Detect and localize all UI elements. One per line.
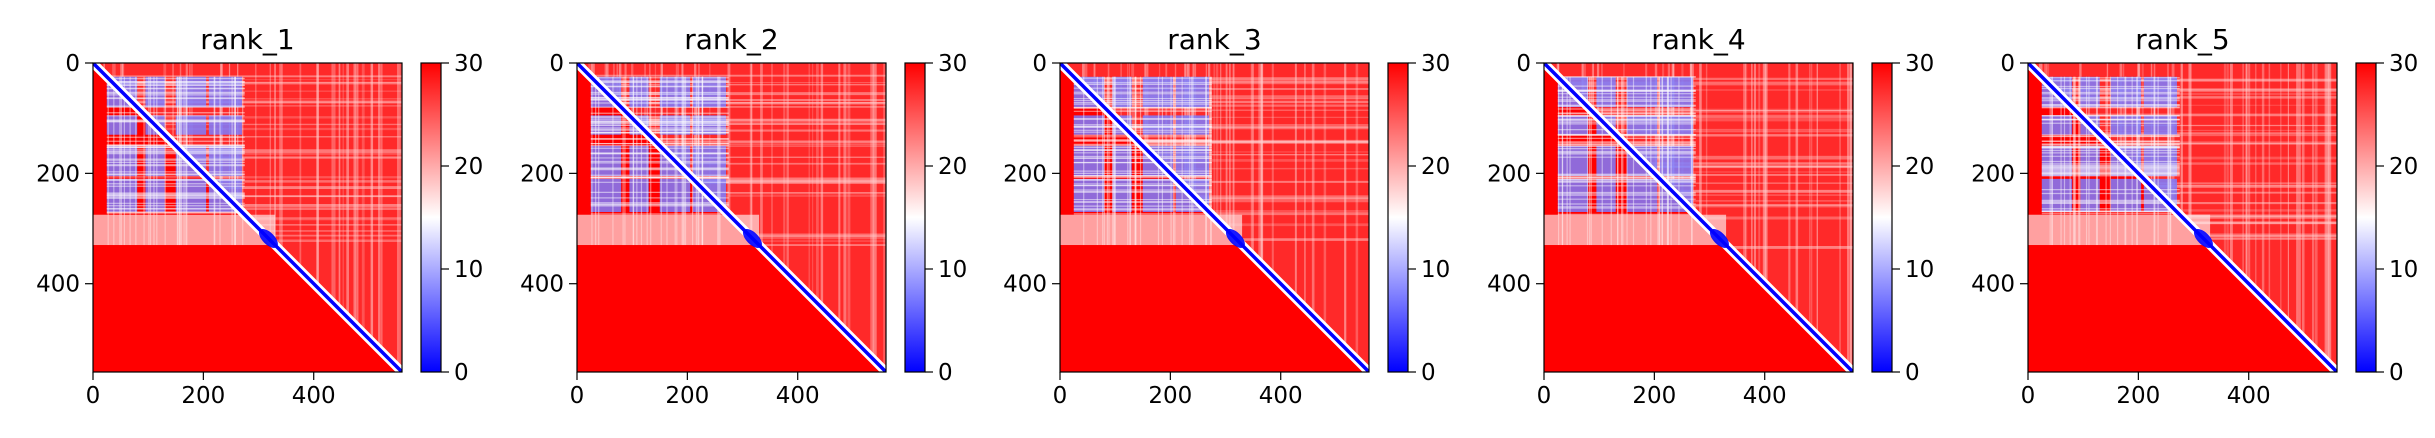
y-tick-label: 400	[36, 272, 80, 298]
colorbar-tick-label: 10	[1421, 257, 1450, 283]
y-tick-label: 400	[1971, 272, 2015, 298]
colorbar	[2355, 62, 2377, 373]
heatmap-panel-3: rank_3 0 200 400 0 200 400 0 10 20 30	[1003, 23, 1450, 409]
y-tick-label: 200	[1971, 161, 2015, 187]
colorbar-tick-label: 10	[2389, 257, 2418, 283]
colorbar	[1871, 62, 1893, 373]
heatmap-image	[1544, 63, 1853, 372]
colorbar-tick-label: 10	[454, 257, 483, 283]
colorbar-tick-label: 10	[1905, 257, 1934, 283]
x-tick-label: 200	[2116, 383, 2160, 409]
y-tick-label: 0	[1516, 51, 1531, 77]
y-tick-label: 400	[1003, 272, 1047, 298]
colorbar-tick-label: 0	[1421, 360, 1436, 386]
heatmap-panel-5: rank_5 0 200 400 0 200 400 0 10 20 30	[1971, 23, 2418, 409]
x-tick-label: 200	[1148, 383, 1192, 409]
colorbar-tick-label: 0	[2389, 360, 2404, 386]
colorbar-tick-label: 20	[938, 154, 967, 180]
y-tick-label: 200	[36, 161, 80, 187]
x-tick-label: 400	[1259, 383, 1303, 409]
y-tick-label: 0	[1032, 51, 1047, 77]
heatmap-panel-2: rank_2 0 200 400 0 200 400 0 10 20 30	[520, 23, 967, 409]
colorbar-tick-label: 20	[1421, 154, 1450, 180]
colorbar-tick-label: 0	[1905, 360, 1920, 386]
x-tick-label: 200	[181, 383, 225, 409]
colorbar-tick-label: 20	[454, 154, 483, 180]
colorbar-tick-label: 20	[2389, 154, 2418, 180]
x-tick-label: 0	[86, 383, 101, 409]
plot-frame	[1543, 62, 1854, 373]
colorbar-tick-label: 30	[1421, 51, 1450, 77]
x-tick-label: 0	[1053, 383, 1068, 409]
chart-title: rank_1	[200, 23, 294, 56]
colorbar	[904, 62, 926, 373]
y-tick-label: 400	[520, 272, 564, 298]
x-tick-label: 0	[1537, 383, 1552, 409]
plot-frame	[2027, 62, 2338, 373]
y-tick-label: 200	[1003, 161, 1047, 187]
x-tick-label: 400	[1743, 383, 1787, 409]
heatmap-image	[577, 63, 886, 372]
colorbar-tick-label: 0	[938, 360, 953, 386]
heatmap-image	[2028, 63, 2337, 372]
y-tick-label: 0	[65, 51, 80, 77]
x-tick-label: 0	[570, 383, 585, 409]
plot-frame	[92, 62, 403, 373]
heatmap-image	[1060, 63, 1369, 372]
chart-title: rank_4	[1651, 23, 1745, 56]
y-tick-label: 400	[1487, 272, 1531, 298]
colorbar-tick-label: 20	[1905, 154, 1934, 180]
colorbar-tick-label: 0	[454, 360, 469, 386]
y-tick-label: 200	[520, 161, 564, 187]
heatmap-panel-4: rank_4 0 200 400 0 200 400 0 10 20 30	[1487, 23, 1934, 409]
heatmap-image	[93, 63, 402, 372]
y-tick-label: 0	[2000, 51, 2015, 77]
y-tick-label: 200	[1487, 161, 1531, 187]
plot-frame	[1059, 62, 1370, 373]
chart-title: rank_5	[2135, 23, 2229, 56]
colorbar-tick-label: 30	[2389, 51, 2418, 77]
colorbar-tick-label: 30	[1905, 51, 1934, 77]
x-tick-label: 200	[665, 383, 709, 409]
y-tick-label: 0	[549, 51, 564, 77]
colorbar-tick-label: 10	[938, 257, 967, 283]
chart-title: rank_2	[684, 23, 778, 56]
heatmap-panel-1: rank_1 0 200 400 0 200 400 0 10 20 30	[36, 23, 483, 409]
colorbar	[1387, 62, 1409, 373]
plot-frame	[576, 62, 887, 373]
colorbar-tick-label: 30	[454, 51, 483, 77]
x-tick-label: 400	[776, 383, 820, 409]
x-tick-label: 200	[1632, 383, 1676, 409]
colorbar	[420, 62, 442, 373]
x-tick-label: 0	[2021, 383, 2036, 409]
colorbar-tick-label: 30	[938, 51, 967, 77]
chart-title: rank_3	[1167, 23, 1261, 56]
x-tick-label: 400	[2227, 383, 2271, 409]
x-tick-label: 400	[292, 383, 336, 409]
